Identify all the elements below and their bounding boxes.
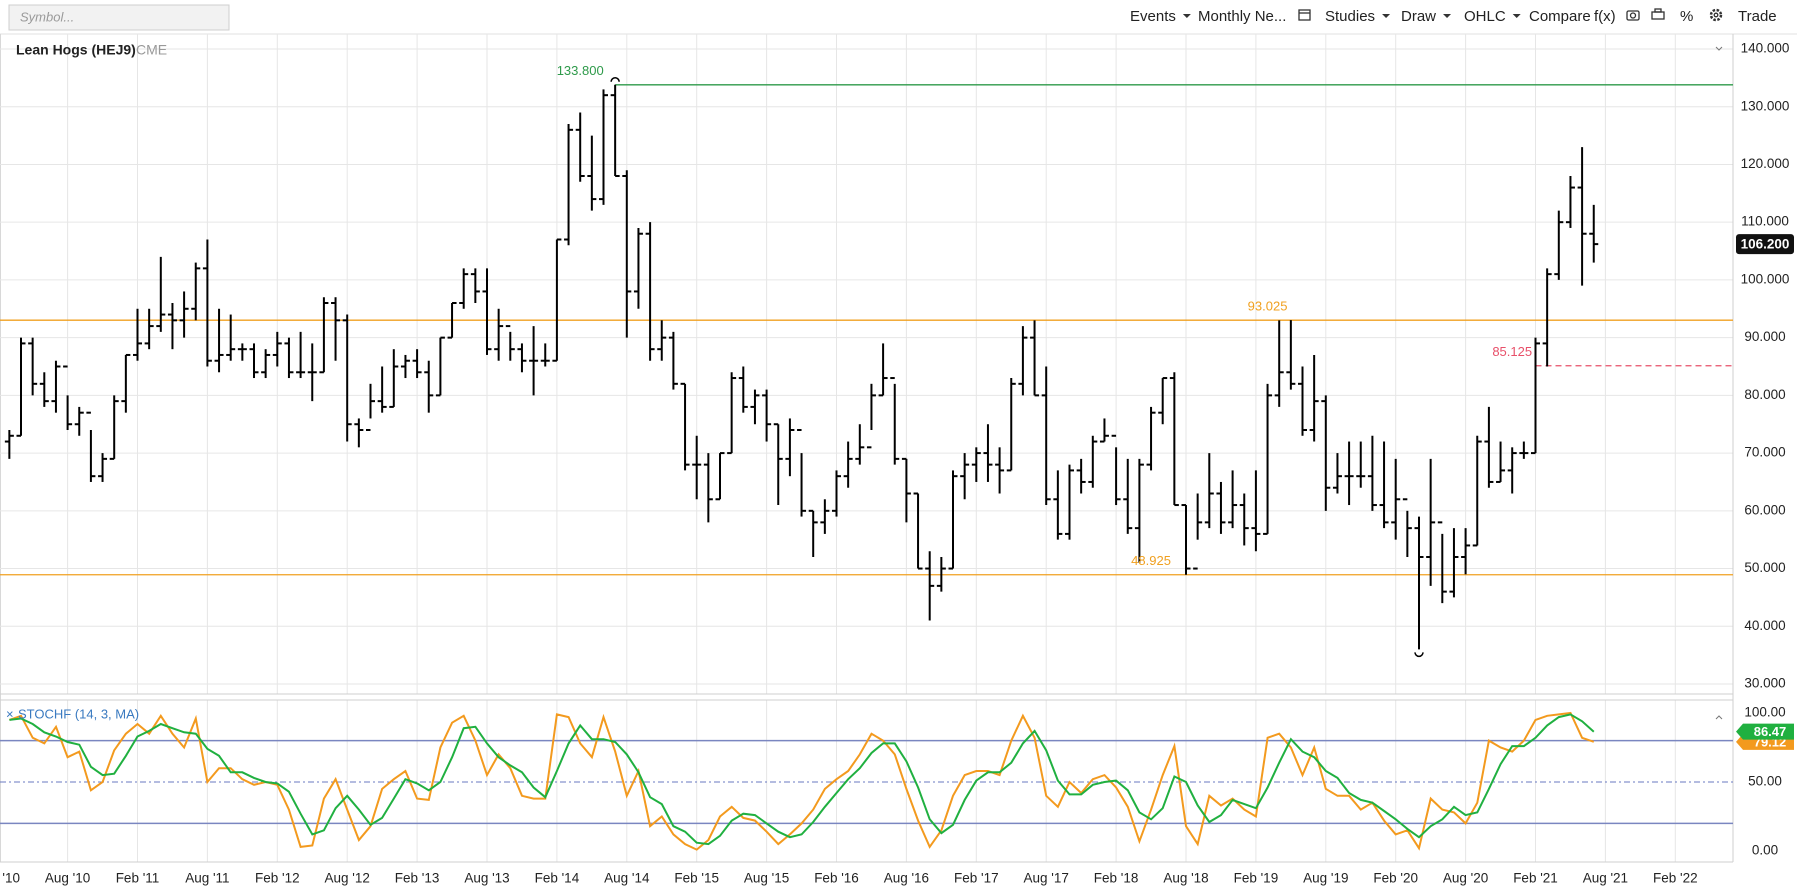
x-tick-label: Aug '15: [744, 871, 789, 886]
symbol-input[interactable]: [8, 4, 230, 31]
camera-lens: [1629, 12, 1637, 19]
toolbar-icons: [1298, 8, 1723, 22]
chart-title: Lean Hogs (HEJ9): [16, 42, 136, 58]
x-tick-label: Aug '10: [45, 871, 90, 886]
toolbar: Symbol... Events Monthly Ne... Studies Draw…: [0, 4, 1797, 35]
y-tick-label: 110.000: [1741, 214, 1789, 229]
x-tick-label: Feb '10: [0, 871, 20, 886]
dropdown-caret: [1443, 14, 1452, 18]
y-tick-label: 140.000: [1741, 41, 1790, 56]
high-marker: [610, 77, 620, 82]
level-label: 133.800: [557, 63, 604, 78]
toolbar-items: Events Monthly Ne... Studies Draw OHLC Compar…: [1130, 8, 1777, 25]
toolbar-item[interactable]: f(x): [1594, 8, 1616, 25]
calendar-icon[interactable]: [1298, 9, 1311, 21]
y-tick-label: 0.00: [1752, 843, 1778, 858]
level-label: 93.025: [1248, 299, 1288, 314]
x-tick-label: Aug '20: [1443, 871, 1488, 886]
x-tick-label: Aug '14: [604, 871, 650, 886]
level-label: 85.125: [1492, 344, 1532, 359]
x-tick-label: Feb '18: [1094, 871, 1139, 886]
dropdown-caret: [1182, 14, 1191, 18]
camera-icon[interactable]: [1626, 10, 1640, 21]
labels: Feb '10 Aug '10 Feb '11 Aug '11 Feb '12 Aug '…: [0, 41, 1794, 886]
toolbar-item[interactable]: Monthly Ne...: [1198, 8, 1286, 25]
x-tick-label: Aug '21: [1583, 871, 1628, 886]
y-tick-label: 120.000: [1741, 156, 1790, 171]
collapse-chevron[interactable]: [1715, 46, 1723, 51]
toolbar-item[interactable]: Studies: [1325, 8, 1375, 25]
x-tick-label: Aug '13: [464, 871, 509, 886]
study-title: STOCHF (14, 3, MA): [18, 706, 139, 721]
toolbar-item[interactable]: Trade: [1738, 8, 1777, 25]
y-tick-label: 50.00: [1748, 774, 1782, 789]
last-price-badge: [1736, 234, 1794, 255]
y-tick-label: 130.000: [1741, 98, 1790, 113]
toolbar-item[interactable]: Compare: [1529, 8, 1591, 25]
toolbar-item[interactable]: Draw: [1401, 8, 1436, 25]
x-tick-label: Feb '12: [255, 871, 300, 886]
toolbar-item[interactable]: Events: [1130, 8, 1176, 25]
low-marker: [1414, 652, 1424, 658]
level-label: 48.925: [1131, 553, 1171, 568]
dropdown-caret: [1382, 14, 1391, 18]
x-tick-label: Feb '13: [395, 871, 440, 886]
x-tick-label: Aug '17: [1024, 871, 1069, 886]
y-tick-label: 80.000: [1744, 387, 1785, 402]
dropdown-caret: [1512, 14, 1521, 18]
x-tick-label: Aug '18: [1163, 871, 1208, 886]
y-tick-label: 30.000: [1744, 676, 1785, 691]
x-tick-label: Feb '21: [1513, 871, 1558, 886]
x-tick-label: Feb '20: [1373, 871, 1418, 886]
x-tick-label: Feb '15: [674, 871, 719, 886]
study-close-icon[interactable]: ×: [6, 706, 14, 721]
x-tick-label: Aug '16: [884, 871, 929, 886]
stoch-line: [9, 713, 1595, 846]
y-tick-label: 50.000: [1744, 560, 1785, 575]
settings-icon[interactable]: [1709, 8, 1723, 22]
x-tick-label: Feb '19: [1234, 871, 1279, 886]
y-tick-label: 90.000: [1744, 329, 1785, 344]
y-tick-label: 70.000: [1744, 445, 1785, 460]
last-price-label: 106.200: [1741, 237, 1790, 252]
y-tick-label: 100.000: [1741, 271, 1790, 286]
settings-icon-core: [1713, 12, 1719, 18]
x-tick-label: Feb '16: [814, 871, 859, 886]
x-tick-label: Aug '12: [325, 871, 370, 886]
x-tick-label: Aug '19: [1303, 871, 1348, 886]
toolbar-item[interactable]: %: [1680, 8, 1693, 25]
x-tick-label: Feb '14: [535, 871, 580, 886]
value-badge: [1736, 723, 1794, 740]
exchange-label: CME: [136, 42, 167, 58]
x-tick-label: Feb '17: [954, 871, 999, 886]
symbol-placeholder: Symbol...: [20, 9, 74, 24]
x-tick-label: Feb '22: [1653, 871, 1698, 886]
x-tick-label: Feb '11: [116, 871, 160, 886]
collapse-chevron[interactable]: [1715, 715, 1723, 720]
x-tick-label: Aug '11: [185, 871, 229, 886]
plot: [0, 77, 1733, 851]
value-badge-label: 86.47: [1754, 724, 1787, 739]
toolbar-item[interactable]: OHLC: [1464, 8, 1506, 25]
y-tick-label: 100.00: [1744, 705, 1785, 720]
y-tick-label: 60.000: [1744, 502, 1785, 517]
print-icon-top: [1654, 8, 1662, 13]
y-tick-label: 40.000: [1744, 618, 1785, 633]
